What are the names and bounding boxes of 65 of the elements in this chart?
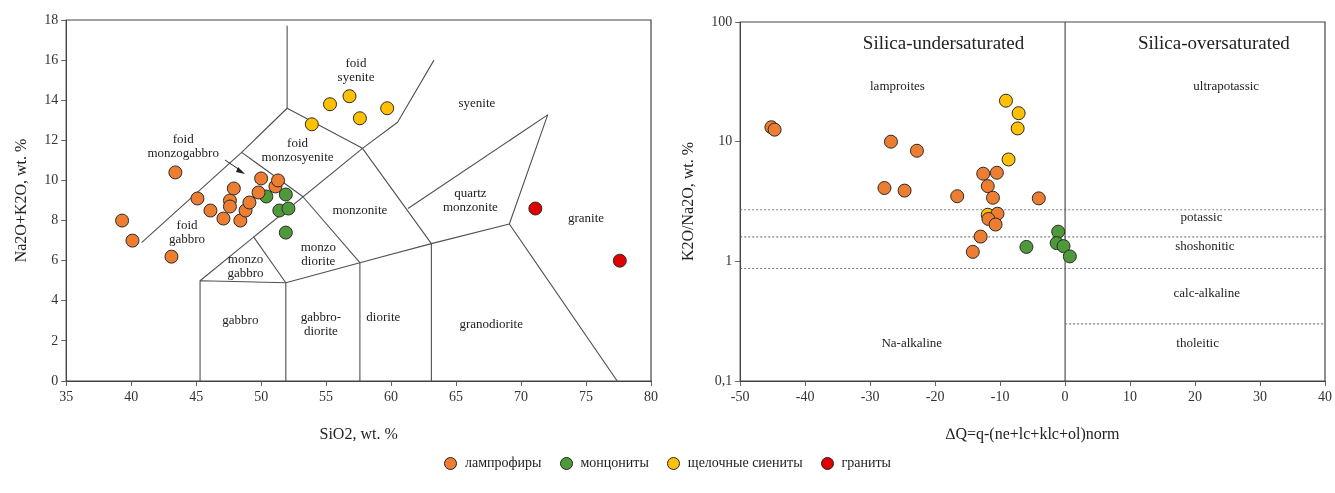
x-tick-label: 50 — [254, 389, 269, 405]
x-tick-label: -30 — [860, 389, 880, 405]
annotation: foid syenite — [337, 54, 375, 84]
annotation: diorite — [366, 309, 401, 325]
annotation: Na-alkaline — [881, 334, 943, 350]
legend-label: щелочные сиениты — [687, 455, 803, 471]
x-tick-label: 0 — [1061, 389, 1069, 405]
x-tick-label: -10 — [990, 389, 1010, 405]
y-tick-label: 100 — [711, 13, 733, 29]
legend-label: лампрофиры — [464, 455, 542, 471]
annotation: tholeitic — [1176, 334, 1220, 350]
y-axis-title: Na2O+K2O, wt. % — [11, 138, 29, 263]
annotation: lamproites — [870, 77, 925, 93]
y-tick-label: 0 — [51, 372, 59, 388]
annotation: Silica-undersaturated — [862, 31, 1025, 53]
annotation: syenite — [458, 94, 496, 110]
y-tick-label: 12 — [44, 132, 59, 148]
annotation: monzonite — [332, 201, 388, 217]
annotation: quartz monzonite — [442, 184, 499, 214]
x-tick-label: 60 — [384, 389, 399, 405]
x-tick-label: 40 — [1318, 389, 1332, 405]
x-tick-label: 20 — [1188, 389, 1203, 405]
y-tick-label: 4 — [51, 292, 59, 308]
annotation: granite — [567, 209, 605, 225]
x-tick-label: 30 — [1253, 389, 1268, 405]
x-tick-label: 70 — [514, 389, 529, 405]
x-tick-label: 40 — [124, 389, 139, 405]
y-tick-label: 6 — [51, 252, 59, 268]
legend-label: граниты — [841, 455, 892, 471]
y-tick-label: 2 — [51, 332, 59, 348]
x-tick-label: 80 — [644, 389, 658, 405]
y-tick-label: 10 — [44, 172, 59, 188]
x-tick-label: 10 — [1123, 389, 1138, 405]
x-tick-label: 55 — [319, 389, 334, 405]
annotation: Silica-oversaturated — [1137, 31, 1291, 53]
x-tick-label: -20 — [925, 389, 945, 405]
annotation: potassic — [1180, 208, 1223, 224]
annotation: monzo diorite — [300, 239, 337, 269]
annotation: gabbro — [222, 312, 259, 328]
x-tick-label: 35 — [59, 389, 74, 405]
x-axis-title: ∆Q=q-(ne+lc+klc+ol)norm — [945, 424, 1121, 443]
y-tick-label: 0,1 — [714, 372, 733, 388]
annotation: calc-alkaline — [1173, 284, 1241, 300]
x-tick-label: 65 — [449, 389, 464, 405]
annotation: granodiorite — [459, 316, 524, 332]
annotation: ultrapotassic — [1193, 77, 1260, 93]
x-tick-label: -40 — [795, 389, 815, 405]
annotation: gabbro- diorite — [300, 309, 342, 339]
annotation: foid monzosyenite — [261, 134, 334, 164]
x-tick-label: 45 — [189, 389, 204, 405]
x-axis-title: SiO2, wt. % — [319, 424, 398, 442]
legend-label: монцониты — [580, 455, 649, 471]
annotation: foid monzogabbro — [147, 130, 219, 160]
y-tick-label: 1 — [725, 253, 733, 269]
y-tick-label: 16 — [44, 51, 59, 67]
annotation: monzo gabbro — [227, 251, 264, 281]
y-tick-label: 10 — [718, 133, 733, 149]
y-axis-title: K2O/Na2O, wt. % — [678, 141, 696, 262]
x-tick-label: 75 — [579, 389, 594, 405]
annotation: foid gabbro — [169, 217, 206, 247]
y-tick-label: 18 — [44, 11, 59, 27]
y-tick-label: 8 — [51, 212, 59, 228]
y-tick-label: 14 — [44, 91, 59, 107]
x-tick-label: -50 — [730, 389, 750, 405]
annotation: shoshonitic — [1175, 238, 1235, 254]
